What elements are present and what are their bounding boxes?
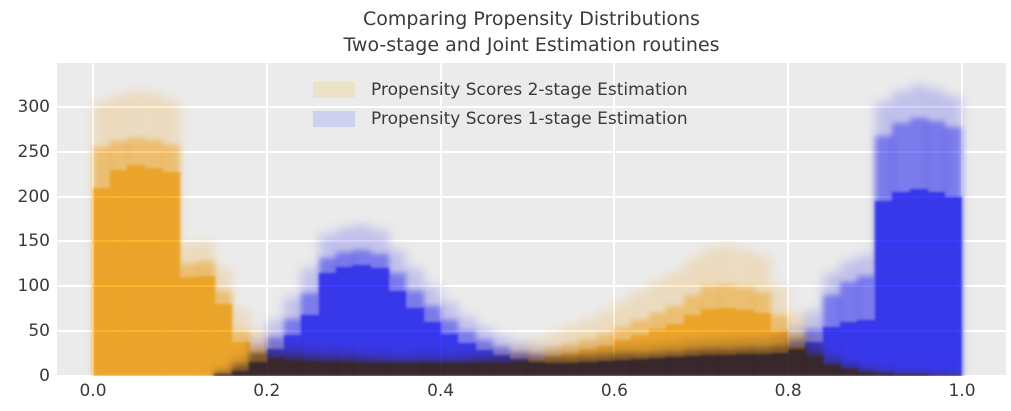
histogram-bar [214,368,233,376]
histogram-bar [179,277,198,376]
histogram-bar [527,361,546,376]
histogram-bar [718,355,737,376]
histogram-bar [422,322,441,376]
histogram-bar [475,349,494,376]
chart-title: Comparing Propensity Distributions Two-s… [57,6,1006,58]
histogram-bar [631,358,650,376]
y-gridline [57,105,1006,108]
y-gridline [57,240,1006,243]
y-gridline [57,150,1006,153]
histogram-bar [196,275,215,376]
histogram-bar [492,355,511,376]
histogram-bar [857,320,876,376]
legend-item: Propensity Scores 2-stage Estimation [313,75,688,104]
histogram-bar [370,268,389,376]
histogram-bar [735,354,754,376]
histogram-bar [283,334,302,376]
histogram-bar [405,307,424,376]
histogram-bar [944,196,963,376]
histogram-bar [596,360,615,376]
histogram-bar [336,266,354,376]
histogram-bar [544,362,563,376]
histogram-bar [683,356,702,376]
histogram-bar [579,361,598,376]
histogram-bar [666,357,685,376]
x-gridline [613,63,616,376]
histogram-bar [249,361,268,376]
x-tick-label: 0.4 [427,381,455,401]
histogram-bar [162,171,181,376]
x-tick-label: 1.0 [948,381,976,401]
histogram-bar [840,322,858,376]
legend-swatch [313,110,355,127]
x-gridline [265,63,268,376]
chart-title-line1: Comparing Propensity Distributions [363,8,700,30]
y-tick-label: 200 [17,186,50,207]
x-tick-label: 0.6 [600,381,628,401]
histogram-bar [92,187,111,376]
legend: Propensity Scores 2-stage Estimation Prop… [313,75,688,133]
y-gridline [57,285,1006,288]
histogram-bar [892,192,911,376]
histogram-bar [770,352,789,376]
histogram-bar [909,189,928,376]
histogram-bar [561,362,580,376]
histogram-bar [509,358,528,376]
legend-label: Propensity Scores 1-stage Estimation [371,108,688,129]
x-tick-label: 0.8 [774,381,802,401]
histogram-bar [648,358,667,376]
histogram-bar [388,290,407,376]
chart-title-line2: Two-stage and Joint Estimation routines [343,34,720,56]
legend-swatch [313,81,355,98]
y-tick-label: 150 [17,231,50,252]
histogram-bar [231,370,250,376]
histogram-bar [214,374,233,376]
y-tick-label: 0 [39,366,50,386]
series-layer-1stage [57,63,1006,376]
histogram-bar [701,355,719,376]
y-gridline [57,330,1006,333]
histogram-bar [144,167,163,376]
histogram-bar [440,333,459,376]
histogram-bar [127,165,146,376]
x-tick-label: 0.0 [79,381,107,401]
histogram-bar [787,349,806,376]
histogram-bar [874,201,893,376]
x-gridline [787,63,790,376]
histogram-bar [805,341,824,376]
histogram-bar [301,315,320,376]
histogram-bar [214,372,233,376]
legend-item: Propensity Scores 1-stage Estimation [313,104,688,133]
histogram-bar [926,192,945,376]
y-tick-label: 50 [28,321,50,342]
histogram-bar [353,264,372,376]
histogram-bar [614,359,633,376]
y-gridline [57,195,1006,198]
y-tick-label: 300 [17,96,50,117]
histogram-bar [110,169,129,376]
histogram-tier-core [57,63,1006,376]
histogram-bar [457,342,476,376]
histogram-bar [753,354,772,376]
histogram-bar [214,304,233,376]
legend-label: Propensity Scores 2-stage Estimation [371,79,688,100]
y-tick-label: 100 [17,276,50,297]
histogram-bar [822,326,841,376]
histogram-bar [318,272,337,376]
x-gridline [439,63,442,376]
histogram-bar [266,349,285,376]
plot-area: Propensity Scores 2-stage Estimation Prop… [57,63,1006,376]
y-tick-label: 250 [17,141,50,162]
x-tick-label: 0.2 [253,381,281,401]
